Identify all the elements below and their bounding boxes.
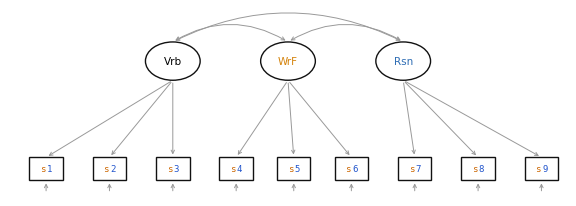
FancyArrowPatch shape [291,25,400,41]
FancyArrowPatch shape [288,84,295,154]
FancyArrowPatch shape [406,82,538,156]
Text: s: s [536,164,541,173]
Text: s: s [346,164,351,173]
Text: 8: 8 [479,164,484,173]
FancyArrowPatch shape [112,83,171,155]
Ellipse shape [145,43,200,81]
FancyArrowPatch shape [171,185,175,191]
FancyArrowPatch shape [413,185,416,191]
Text: 3: 3 [173,164,179,173]
FancyArrowPatch shape [404,84,415,154]
Bar [277,158,310,180]
Text: Rsn: Rsn [393,57,413,67]
FancyArrowPatch shape [171,84,175,154]
Text: Vrb: Vrb [164,57,182,67]
Text: s: s [472,164,478,173]
Text: s: s [288,164,293,173]
Text: 2: 2 [110,164,115,173]
FancyArrowPatch shape [350,185,353,191]
Bar [525,158,558,180]
Text: s: s [409,164,414,173]
FancyArrowPatch shape [476,185,480,191]
FancyArrowPatch shape [234,185,238,191]
Text: WrF: WrF [278,57,298,67]
Text: s: s [40,164,46,173]
Text: 6: 6 [352,164,357,173]
FancyArrowPatch shape [292,185,295,191]
Text: 1: 1 [47,164,52,173]
Bar [398,158,431,180]
Text: s: s [230,164,236,173]
FancyArrowPatch shape [108,185,111,191]
FancyArrowPatch shape [176,25,285,41]
Text: s: s [104,164,109,173]
Text: 4: 4 [237,164,242,173]
Ellipse shape [260,43,316,81]
FancyArrowPatch shape [238,83,286,154]
FancyArrowPatch shape [540,185,543,191]
Ellipse shape [376,43,430,81]
Text: s: s [167,164,172,173]
FancyArrowPatch shape [50,82,170,156]
Bar [29,158,63,180]
Bar [335,158,368,180]
FancyArrowPatch shape [176,14,400,41]
Text: 9: 9 [542,164,547,173]
Bar [93,158,126,180]
Bar [461,158,495,180]
Bar [156,158,190,180]
Bar [219,158,253,180]
Text: 7: 7 [415,164,420,173]
FancyArrowPatch shape [290,83,349,155]
FancyArrowPatch shape [44,185,48,191]
Text: 5: 5 [294,164,300,173]
FancyArrowPatch shape [405,83,475,155]
